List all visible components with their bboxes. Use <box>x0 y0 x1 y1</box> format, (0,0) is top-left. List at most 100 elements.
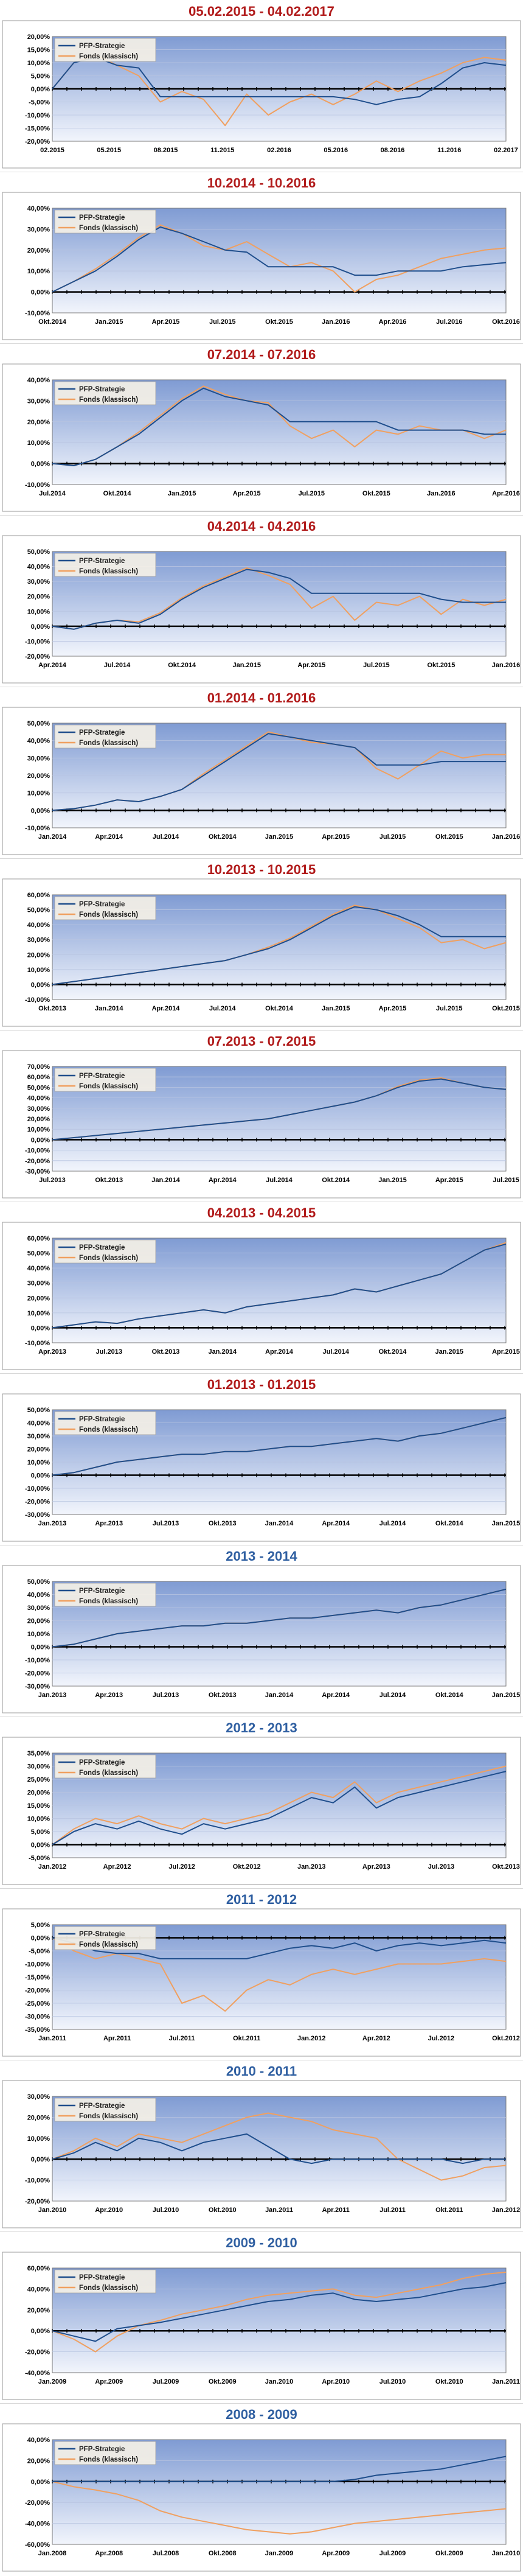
x-tick-label: Apr.2014 <box>322 1520 350 1527</box>
x-tick-label: Apr.2014 <box>152 1005 181 1012</box>
x-tick-label: Jul.2015 <box>209 318 235 326</box>
legend: PFP-Strategie Fonds (klassisch) <box>54 553 156 577</box>
line-chart: 60,00% 50,00% 40,00% 30,00% 20,00% 10,00% 0,00… <box>2 878 521 1027</box>
series-line-strategy <box>52 1416 507 1476</box>
x-tick-label: Jan.2010 <box>265 2378 293 2385</box>
legend-label-strategy: PFP-Strategie <box>79 2102 125 2110</box>
y-tick-label: -20,00% <box>25 1987 50 1995</box>
series-line-strategy <box>52 2133 506 2165</box>
x-tick-label: Okt.2016 <box>492 318 520 326</box>
x-tick-label: Jul.2010 <box>153 2207 179 2214</box>
legend-label-fund: Fonds (klassisch) <box>79 1769 138 1777</box>
x-tick-label: Jan.2013 <box>297 1863 325 1871</box>
legend-label-strategy: PFP-Strategie <box>79 1244 125 1251</box>
panel-separator <box>0 858 523 859</box>
y-tick-label: 50,00% <box>27 907 50 914</box>
legend-label-fund: Fonds (klassisch) <box>79 1083 138 1090</box>
y-tick-label: 10,00% <box>27 608 50 615</box>
x-tick-label: Jan.2015 <box>265 833 293 841</box>
x-tick-label: Jul.2014 <box>153 833 179 841</box>
y-tick-label: 5,00% <box>31 1829 50 1836</box>
y-tick-label: -10,00% <box>25 1485 50 1493</box>
x-tick-label: Jan.2014 <box>38 833 67 841</box>
y-tick-label: -20,00% <box>25 653 50 660</box>
chart-panel: 10.2014 - 10.2016 40,00% 30,00% 20,00% 10,00… <box>0 172 523 343</box>
x-tick-label: Jan.2015 <box>168 490 196 497</box>
legend-label-fund: Fonds (klassisch) <box>79 1941 138 1948</box>
y-tick-label: 40,00% <box>27 377 50 384</box>
x-tick-label: Jan.2014 <box>95 1005 123 1012</box>
x-tick-label: Jan.2016 <box>322 318 350 326</box>
x-tick-label: Okt.2013 <box>152 1348 180 1356</box>
y-tick-label: 30,00% <box>27 226 50 233</box>
legend-label-fund: Fonds (klassisch) <box>79 2284 138 2292</box>
x-tick-label: Jan.2015 <box>232 662 260 669</box>
legend-box <box>54 553 156 577</box>
panel-separator <box>0 343 523 344</box>
x-tick-label: Okt.2012 <box>233 1863 261 1871</box>
legend: PFP-Strategie Fonds (klassisch) <box>54 2269 156 2294</box>
x-tick-label: Jul.2010 <box>379 2378 406 2385</box>
x-tick-label: Okt.2015 <box>362 490 390 497</box>
y-tick-label: -20,00% <box>25 2499 50 2507</box>
chart-title: 07.2014 - 07.2016 <box>207 347 316 362</box>
y-tick-label: 40,00% <box>27 1420 50 1427</box>
series-line-fund <box>52 2480 507 2535</box>
legend-box <box>54 1068 156 1092</box>
y-tick-label: 0,00% <box>31 1472 50 1480</box>
y-tick-label: -5,00% <box>29 1948 50 1955</box>
series-line-strategy <box>52 1588 507 1648</box>
chart-panel: 04.2013 - 04.2015 60,00% 50,00% 40,00% 30,00… <box>0 1202 523 1373</box>
panel-separator <box>0 1030 523 1031</box>
chart-title: 2008 - 2009 <box>226 2407 297 2422</box>
legend: PFP-Strategie Fonds (klassisch) <box>54 896 156 920</box>
chart-panel: 01.2013 - 01.2015 50,00% 40,00% 30,00% 20,00… <box>0 1373 523 1545</box>
legend-label-strategy: PFP-Strategie <box>79 1073 125 1080</box>
panel-separator <box>0 1888 523 1889</box>
x-tick-label: Jan.2014 <box>265 1520 294 1527</box>
legend-label-fund: Fonds (klassisch) <box>79 740 138 747</box>
x-tick-label: Jan.2011 <box>492 2378 520 2385</box>
x-tick-label: Apr.2013 <box>95 1520 123 1527</box>
line-chart: 60,00% 50,00% 40,00% 30,00% 20,00% 10,00% 0,00… <box>2 1222 521 1370</box>
series-line-fund <box>52 2271 507 2353</box>
series-line-strategy <box>52 569 506 630</box>
legend-box <box>54 2269 156 2294</box>
y-tick-label: -10,00% <box>25 112 50 119</box>
y-tick-label: 0,00% <box>31 1935 50 1942</box>
chart-panel: 2012 - 2013 35,00% 30,00% 25,00% 20,00% 15,00… <box>0 1717 523 1888</box>
y-tick-label: 40,00% <box>27 2286 50 2293</box>
legend: PFP-Strategie Fonds (klassisch) <box>54 381 156 405</box>
x-tick-label: 08.2015 <box>154 147 178 154</box>
series-line-strategy <box>52 2282 507 2342</box>
x-tick-label: Apr.2014 <box>322 1692 350 1699</box>
x-tick-label: Okt.2015 <box>427 662 455 669</box>
x-tick-label: Apr.2015 <box>233 490 261 497</box>
series-line-fund <box>52 1765 507 1846</box>
legend-label-fund: Fonds (klassisch) <box>79 396 138 404</box>
legend-label-strategy: PFP-Strategie <box>79 901 125 908</box>
x-tick-label: Jan.2011 <box>265 2207 293 2214</box>
legend-label-fund: Fonds (klassisch) <box>79 911 138 919</box>
y-tick-label: 10,00% <box>27 268 50 275</box>
x-tick-label: Apr.2014 <box>209 1177 237 1184</box>
x-tick-label: Jul.2013 <box>153 1520 179 1527</box>
y-tick-label: -15,00% <box>25 1974 50 1981</box>
chart-title: 05.02.2015 - 04.02.2017 <box>189 4 334 19</box>
x-tick-label: Jan.2016 <box>492 833 520 841</box>
x-tick-label: Apr.2011 <box>103 2035 131 2042</box>
x-tick-label: Apr.2010 <box>95 2207 123 2214</box>
x-tick-label: Apr.2015 <box>492 1348 520 1356</box>
chart-panel: 07.2014 - 07.2016 40,00% 30,00% 20,00% 10,00… <box>0 343 523 515</box>
legend: PFP-Strategie Fonds (klassisch) <box>54 1411 156 1435</box>
line-chart: 40,00%20,00%0,00%-20,00%-40,00%-60,00%Ja… <box>2 2423 521 2572</box>
y-tick-label: 20,00% <box>27 2457 50 2465</box>
x-tick-label: Jul.2014 <box>379 1520 406 1527</box>
x-tick-label: Jan.2012 <box>38 1863 66 1871</box>
y-tick-label: 50,00% <box>27 1407 50 1414</box>
y-tick-label: -30,00% <box>25 1168 50 1175</box>
y-tick-label: 40,00% <box>27 564 50 571</box>
legend: PFP-Strategie Fonds (klassisch) <box>54 1754 156 1779</box>
y-tick-label: 10,00% <box>27 1459 50 1466</box>
y-tick-label: -10,00% <box>25 1147 50 1155</box>
